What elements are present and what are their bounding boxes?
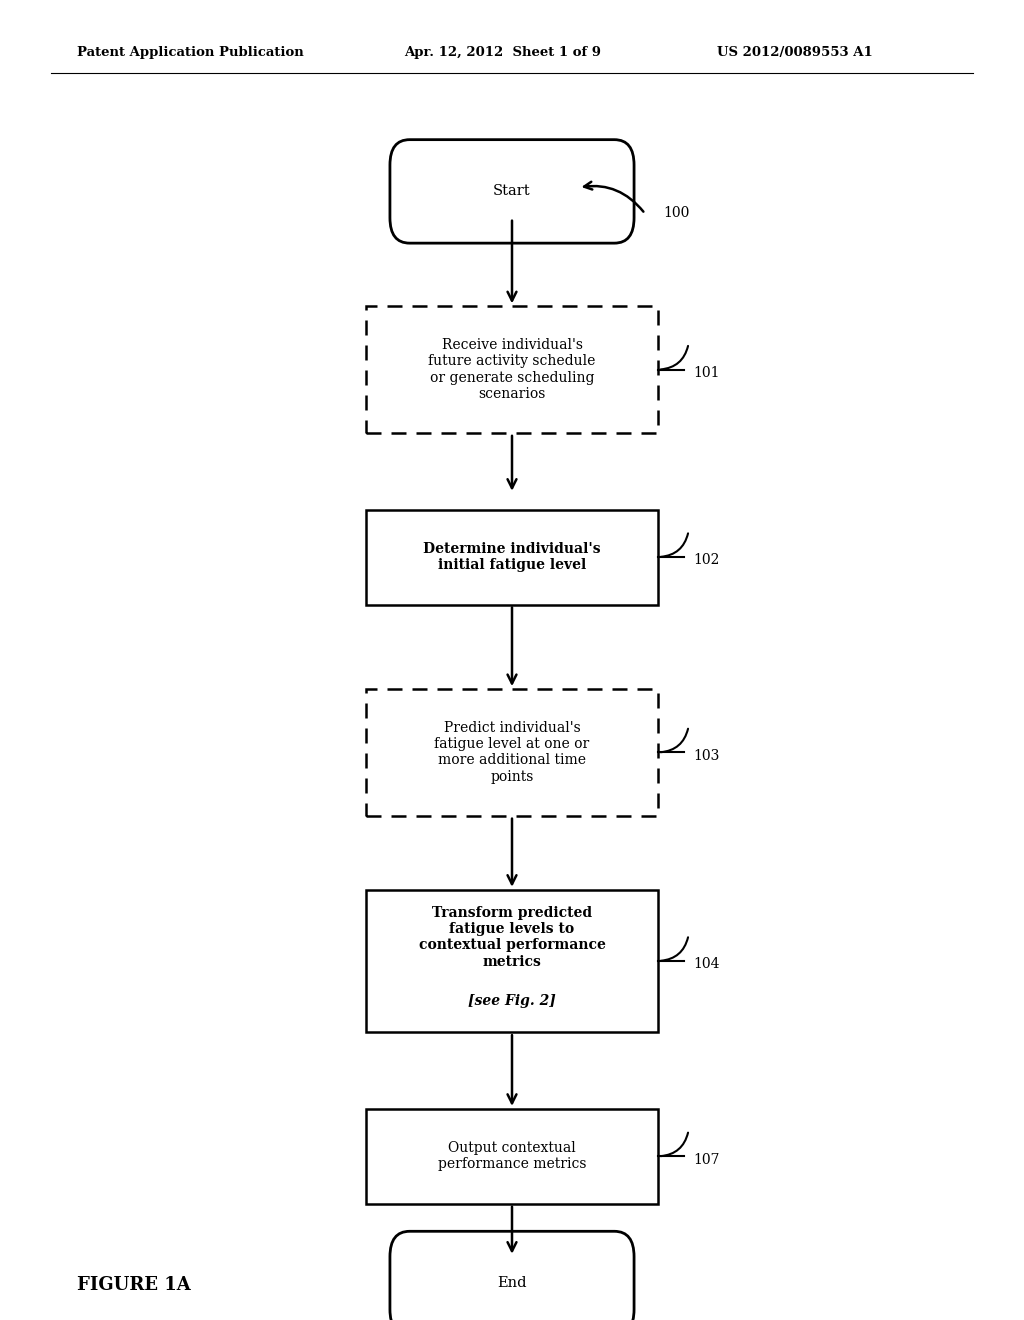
Text: 104: 104 <box>694 957 720 972</box>
FancyBboxPatch shape <box>390 1232 634 1320</box>
Text: [see Fig. 2]: [see Fig. 2] <box>468 994 556 1008</box>
FancyBboxPatch shape <box>367 1109 658 1204</box>
Text: End: End <box>498 1276 526 1290</box>
Text: Transform predicted
fatigue levels to
contextual performance
metrics: Transform predicted fatigue levels to co… <box>419 906 605 969</box>
Text: Patent Application Publication: Patent Application Publication <box>77 46 303 59</box>
Text: 101: 101 <box>694 366 720 380</box>
Text: Receive individual's
future activity schedule
or generate scheduling
scenarios: Receive individual's future activity sch… <box>428 338 596 401</box>
Text: 100: 100 <box>664 206 690 220</box>
Text: Start: Start <box>494 185 530 198</box>
Text: 107: 107 <box>694 1152 720 1167</box>
Text: 102: 102 <box>694 553 720 568</box>
FancyBboxPatch shape <box>367 510 658 605</box>
Text: 103: 103 <box>694 748 720 763</box>
Text: Determine individual's
initial fatigue level: Determine individual's initial fatigue l… <box>423 543 601 572</box>
FancyBboxPatch shape <box>390 140 634 243</box>
FancyBboxPatch shape <box>367 689 658 816</box>
Text: US 2012/0089553 A1: US 2012/0089553 A1 <box>717 46 872 59</box>
Text: FIGURE 1A: FIGURE 1A <box>77 1275 190 1294</box>
Text: Apr. 12, 2012  Sheet 1 of 9: Apr. 12, 2012 Sheet 1 of 9 <box>404 46 601 59</box>
FancyBboxPatch shape <box>367 890 658 1032</box>
Text: Predict individual's
fatigue level at one or
more additional time
points: Predict individual's fatigue level at on… <box>434 721 590 784</box>
FancyBboxPatch shape <box>367 306 658 433</box>
Text: Output contextual
performance metrics: Output contextual performance metrics <box>437 1142 587 1171</box>
